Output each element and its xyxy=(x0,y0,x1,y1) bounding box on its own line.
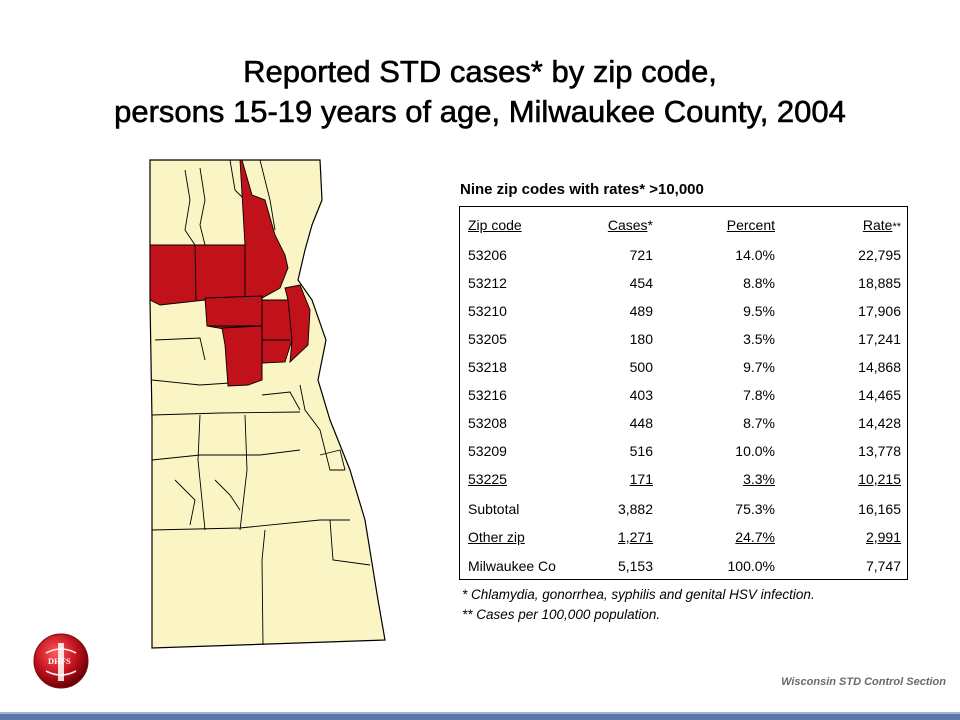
header-rate-label: Rate xyxy=(862,217,893,233)
footnote-2: ** Cases per 100,000 population. xyxy=(462,607,661,622)
rate-cell: 16,165 xyxy=(858,501,901,517)
zip-cell: 53210 xyxy=(468,303,507,319)
table-row: 53205 180 3.5% 17,241 xyxy=(460,329,909,349)
zip-cell: 53208 xyxy=(468,415,507,431)
table-row: 53208 448 8.7% 14,428 xyxy=(460,413,909,433)
table-row: Other zip 1,271 24.7% 2,991 xyxy=(460,527,909,547)
percent-cell: 75.3% xyxy=(735,501,775,517)
header-cases-label: Cases xyxy=(607,217,648,233)
cases-cell: 180 xyxy=(629,331,653,347)
cases-cell: 403 xyxy=(629,387,653,403)
header-cases-mark: * xyxy=(647,217,653,233)
table-row: 53209 516 10.0% 13,778 xyxy=(460,441,909,461)
table-header-row: Zip code Cases* Percent Rate** xyxy=(460,215,909,235)
zip-cell: 53216 xyxy=(468,387,507,403)
rate-cell: 14,465 xyxy=(858,387,901,403)
cases-cell: 489 xyxy=(629,303,653,319)
slide-title: Reported STD cases* by zip code, persons… xyxy=(0,52,960,132)
percent-cell: 24.7% xyxy=(735,529,775,545)
zip-area-north xyxy=(239,159,289,299)
table-row: Milwaukee Co 5,153 100.0% 7,747 xyxy=(460,556,909,576)
bottom-rule xyxy=(0,714,960,720)
percent-cell: 8.7% xyxy=(743,415,775,431)
cases-cell: 500 xyxy=(629,359,653,375)
rate-cell: 14,868 xyxy=(858,359,901,375)
percent-cell: 8.8% xyxy=(743,275,775,291)
logo-text: DHFS xyxy=(48,656,71,666)
percent-cell: 3.5% xyxy=(743,331,775,347)
rate-cell: 7,747 xyxy=(865,558,901,574)
rate-cell: 14,428 xyxy=(858,415,901,431)
table-row: Subtotal 3,882 75.3% 16,165 xyxy=(460,499,909,519)
credit-text: Wisconsin STD Control Section xyxy=(781,676,946,688)
zip-cell: 53206 xyxy=(468,247,507,263)
zip-area-west xyxy=(149,244,246,306)
title-line-2: persons 15-19 years of age, Milwaukee Co… xyxy=(114,94,846,130)
zip-cell: Milwaukee Co xyxy=(468,558,556,574)
percent-cell: 10.0% xyxy=(735,443,775,459)
cases-cell: 1,271 xyxy=(617,529,653,545)
cases-cell: 454 xyxy=(629,275,653,291)
zip-cell: Subtotal xyxy=(468,501,520,517)
cases-cell: 171 xyxy=(629,471,653,487)
zip-cell: Other zip xyxy=(468,529,525,545)
zip-cell: 53212 xyxy=(468,275,507,291)
zip-cell: 53205 xyxy=(468,331,507,347)
table-row: 53212 454 8.8% 18,885 xyxy=(460,273,909,293)
rate-cell: 17,906 xyxy=(858,303,901,319)
zip-cell: 53209 xyxy=(468,443,507,459)
rate-cell: 18,885 xyxy=(858,275,901,291)
percent-cell: 7.8% xyxy=(743,387,775,403)
zip-area-center-west xyxy=(204,295,263,331)
zip-area-east xyxy=(284,284,311,364)
milwaukee-county-zip-map xyxy=(149,159,386,649)
percent-cell: 9.5% xyxy=(743,303,775,319)
percent-cell: 100.0% xyxy=(727,558,775,574)
zip-cell: 53218 xyxy=(468,359,507,375)
table-row: 53210 489 9.5% 17,906 xyxy=(460,301,909,321)
table-row: 53206 721 14.0% 22,795 xyxy=(460,245,909,265)
zip-area-center-mid xyxy=(261,299,293,364)
header-cases: Cases* xyxy=(608,215,653,235)
cases-cell: 721 xyxy=(629,247,653,263)
title-line-1: Reported STD cases* by zip code, xyxy=(243,54,717,90)
rate-cell: 13,778 xyxy=(858,443,901,459)
table-row: 53218 500 9.7% 14,868 xyxy=(460,357,909,377)
percent-cell: 9.7% xyxy=(743,359,775,375)
table-heading: Nine zip codes with rates* >10,000 xyxy=(460,181,704,198)
cases-cell: 516 xyxy=(629,443,653,459)
cases-cell: 3,882 xyxy=(617,501,653,517)
zip-rates-table: Zip code Cases* Percent Rate** 53206 721 1… xyxy=(459,206,908,580)
cases-cell: 5,153 xyxy=(617,558,653,574)
bottom-rule-light xyxy=(0,712,960,714)
dhfs-logo: DHFS xyxy=(33,633,89,689)
footnote-1: * Chlamydia, gonorrhea, syphilis and gen… xyxy=(462,587,815,602)
header-rate: Rate** xyxy=(863,215,901,237)
zip-area-center-south xyxy=(221,325,263,387)
header-rate-mark: ** xyxy=(892,221,901,233)
rate-cell: 22,795 xyxy=(858,247,901,263)
zip-boundaries xyxy=(151,159,371,646)
header-percent: Percent xyxy=(726,217,775,233)
rate-cell: 17,241 xyxy=(858,331,901,347)
table-row: 53225 171 3.3% 10,215 xyxy=(460,469,909,489)
table-row: 53216 403 7.8% 14,465 xyxy=(460,385,909,405)
header-zip: Zip code xyxy=(468,217,522,233)
percent-cell: 3.3% xyxy=(743,471,775,487)
cases-cell: 448 xyxy=(629,415,653,431)
zip-cell: 53225 xyxy=(468,471,507,487)
rate-cell: 2,991 xyxy=(865,529,901,545)
percent-cell: 14.0% xyxy=(735,247,775,263)
rate-cell: 10,215 xyxy=(858,471,901,487)
highlighted-zip-areas xyxy=(149,159,311,387)
